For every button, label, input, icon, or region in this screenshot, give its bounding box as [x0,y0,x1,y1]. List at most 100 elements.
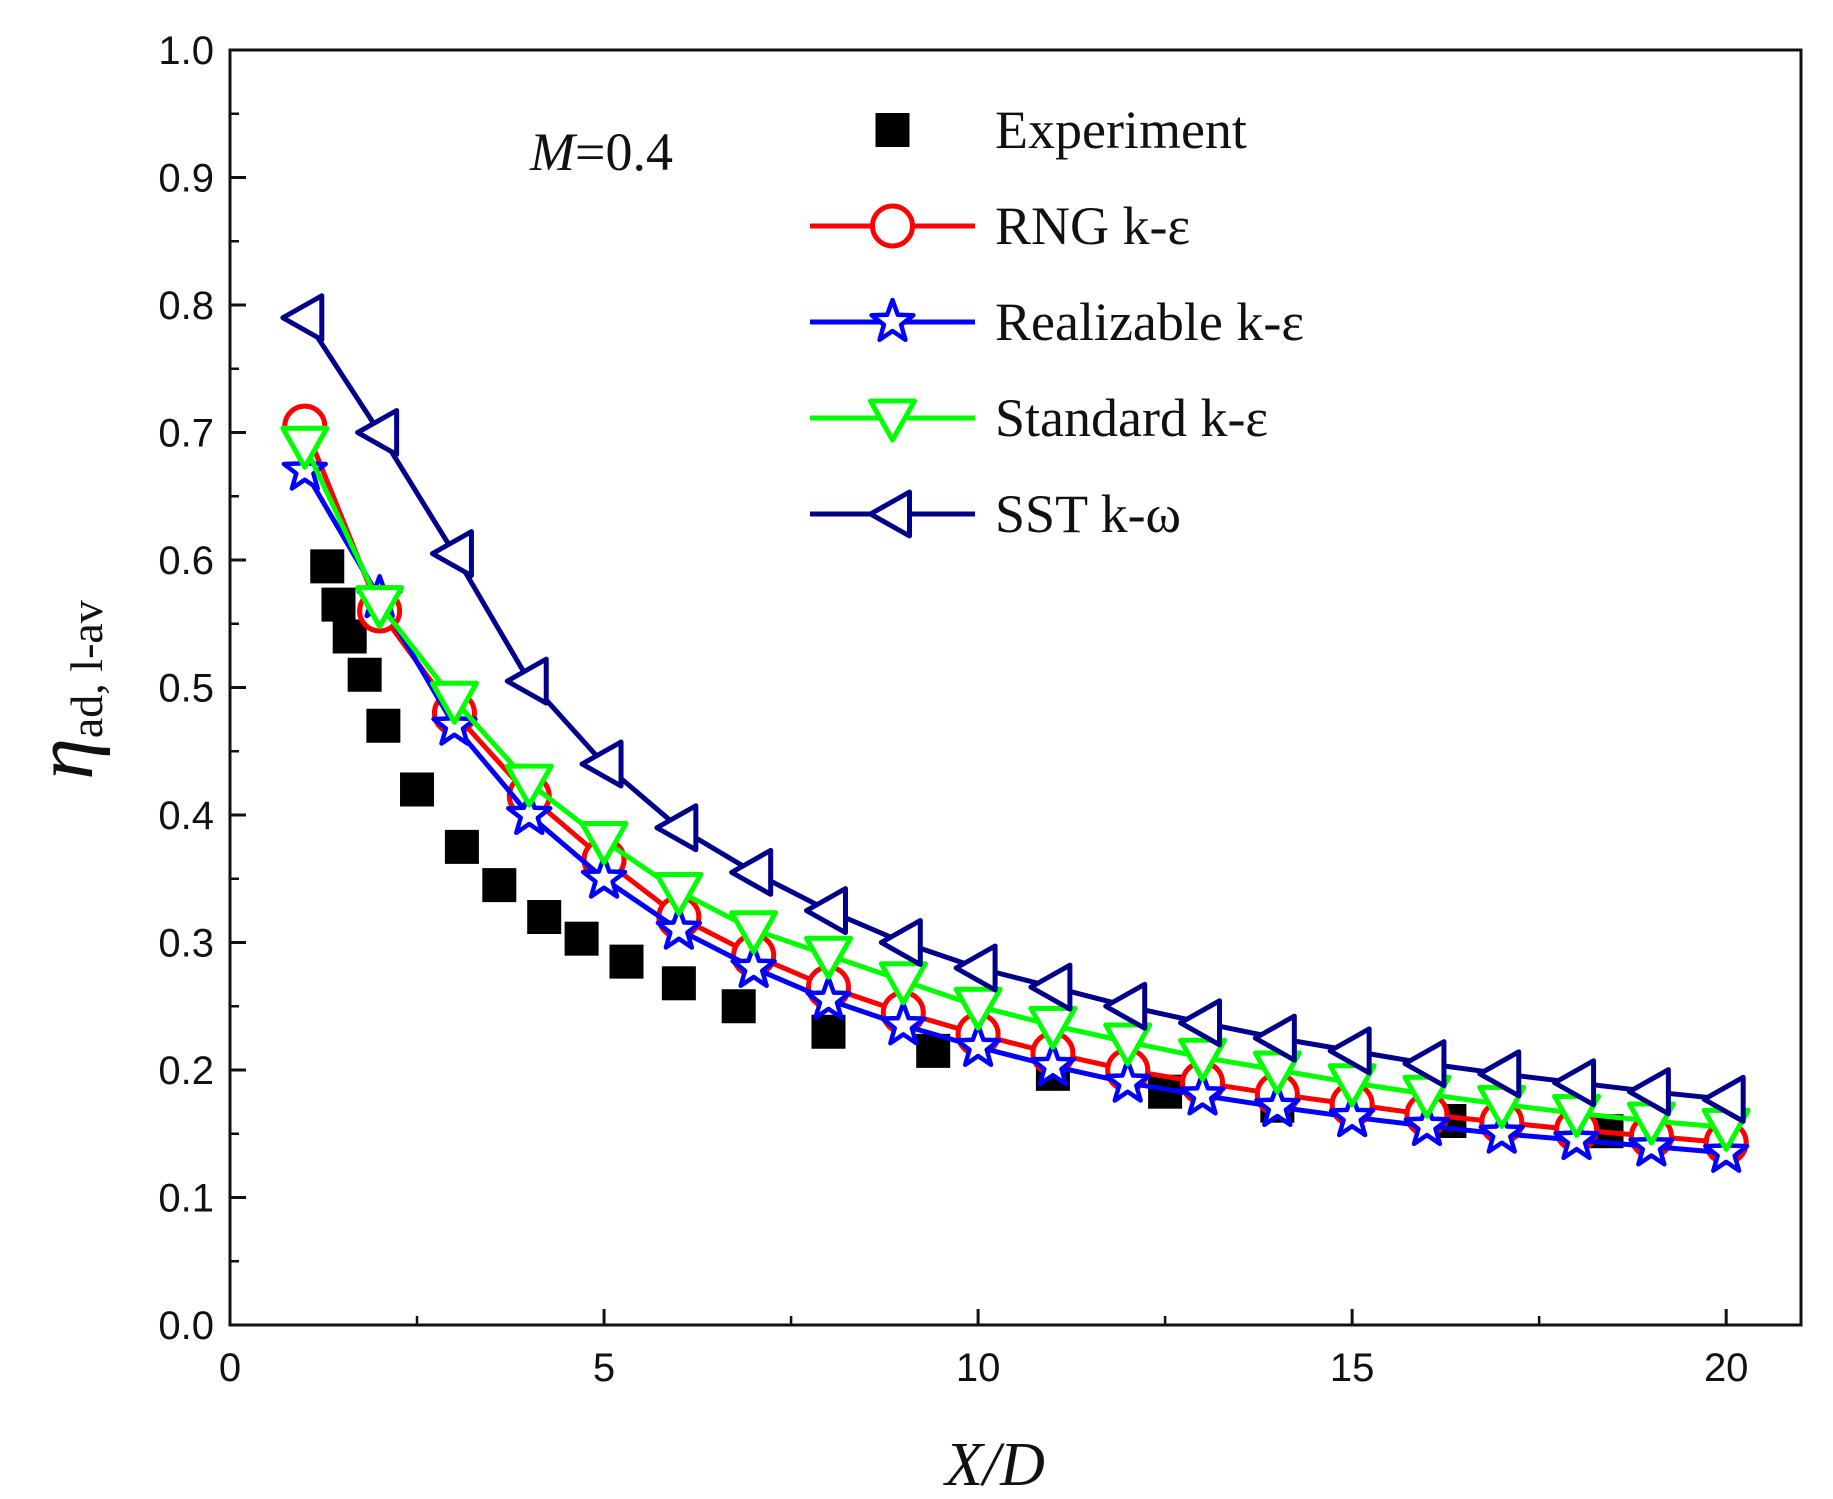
legend-marker [875,113,910,147]
data-point [878,961,928,1006]
series-4 [280,293,1746,1124]
x-axis-title: X/D [942,1431,1045,1499]
data-point [429,680,479,725]
data-point [1552,1058,1597,1108]
legend-marker [868,489,912,539]
data-point [805,975,852,1020]
data-point [1327,1026,1372,1076]
data-point [280,425,330,470]
data-point [1626,1067,1671,1117]
data-point [280,293,325,343]
data-point [1104,1058,1151,1103]
data-point [1403,1101,1451,1147]
y-tick-label: 0.4 [158,794,214,838]
series-3 [280,425,1751,1152]
y-tick-label: 0.9 [158,157,214,201]
series-2 [281,446,1750,1173]
legend-entry: Standard k-ε [810,388,1268,448]
data-point [1028,1005,1078,1050]
data-point [366,708,401,743]
data-point [654,803,699,853]
data-point [310,549,345,584]
data-point [1103,981,1148,1031]
y-tick-label: 0.7 [158,412,214,456]
data-point [347,657,382,692]
data-point [506,790,553,836]
y-tick-label: 0.5 [158,667,214,711]
y-axis-subscript: ad, l-av [61,600,112,738]
data-point [803,935,853,980]
data-point [332,619,367,654]
y-tick-label: 0.8 [158,284,214,328]
data-point [729,847,774,897]
y-tick-label: 0.1 [158,1177,214,1221]
data-point [1477,1049,1522,1099]
data-point [1701,1074,1746,1124]
data-point [1103,1022,1153,1067]
data-point [1178,1037,1228,1082]
y-tick-label: 0.0 [158,1304,214,1348]
data-point [321,587,356,622]
data-point [730,943,777,989]
annotation-value: =0.4 [575,122,673,182]
ticks: 0 5 10 15 20 0.0 0.1 0.2 0.3 0.4 0.5 0.6 0.7 0.8 0.9 1.… [158,29,1748,1390]
y-tick-label: 0.2 [158,1049,214,1093]
data-point [527,900,562,934]
legend-marker [868,398,917,443]
legend-marker [870,203,915,249]
data-point [953,986,1003,1031]
data-point [1029,1041,1077,1087]
y-tick-label: 1.0 [158,29,214,73]
data-point [1252,1013,1297,1063]
data-point [579,739,624,789]
data-point [878,918,923,967]
data-point [880,1001,927,1046]
legend-label: Experiment [995,100,1247,160]
x-tick-label: 5 [593,1346,615,1390]
data-point [1028,962,1073,1012]
data-point [1328,1092,1376,1138]
legend-entry: Experiment [875,100,1247,160]
y-tick-label: 0.6 [158,539,214,583]
legend-label: RNG k-ε [995,196,1190,256]
data-point [1178,998,1223,1048]
series-layer [280,293,1751,1173]
data-point [729,910,779,955]
data-point [444,829,479,864]
data-point [504,763,554,808]
legend-marker [869,297,916,343]
data-point [655,905,703,950]
legend-label: Standard k-ε [995,388,1268,448]
data-point [954,1022,1002,1068]
data-point [1478,1109,1525,1154]
legend: Experiment RNG k-ε Realizable k-ε Standard … [810,100,1304,544]
legend-entry: RNG k-ε [810,196,1190,256]
data-point [355,408,400,457]
annotation-text: M=0.4 [529,122,673,182]
legend-entry: SST k-ω [810,484,1181,544]
data-point [429,529,474,579]
data-point [1179,1071,1226,1116]
data-point [811,1014,846,1049]
y-axis-title: ηad, l-av [18,600,112,780]
y-axis-title-text: ηad, l-av [18,600,112,780]
data-point [609,944,644,979]
data-point [661,966,696,1001]
data-point [482,868,517,903]
legend-entry: Realizable k-ε [810,292,1304,352]
annotation-m: M=0.4 [529,122,673,182]
x-tick-label: 10 [956,1346,1001,1390]
data-point [654,872,704,916]
legend-label: Realizable k-ε [995,292,1304,352]
data-point [1553,1115,1600,1161]
data-point [564,921,599,956]
x-tick-label: 0 [219,1346,241,1390]
x-tick-label: 15 [1330,1346,1375,1390]
data-point [721,989,756,1024]
data-point [580,854,628,899]
annotation-var: M [529,122,578,182]
legend-label: SST k-ω [995,484,1181,544]
data-point [579,821,629,865]
data-point [953,943,998,993]
